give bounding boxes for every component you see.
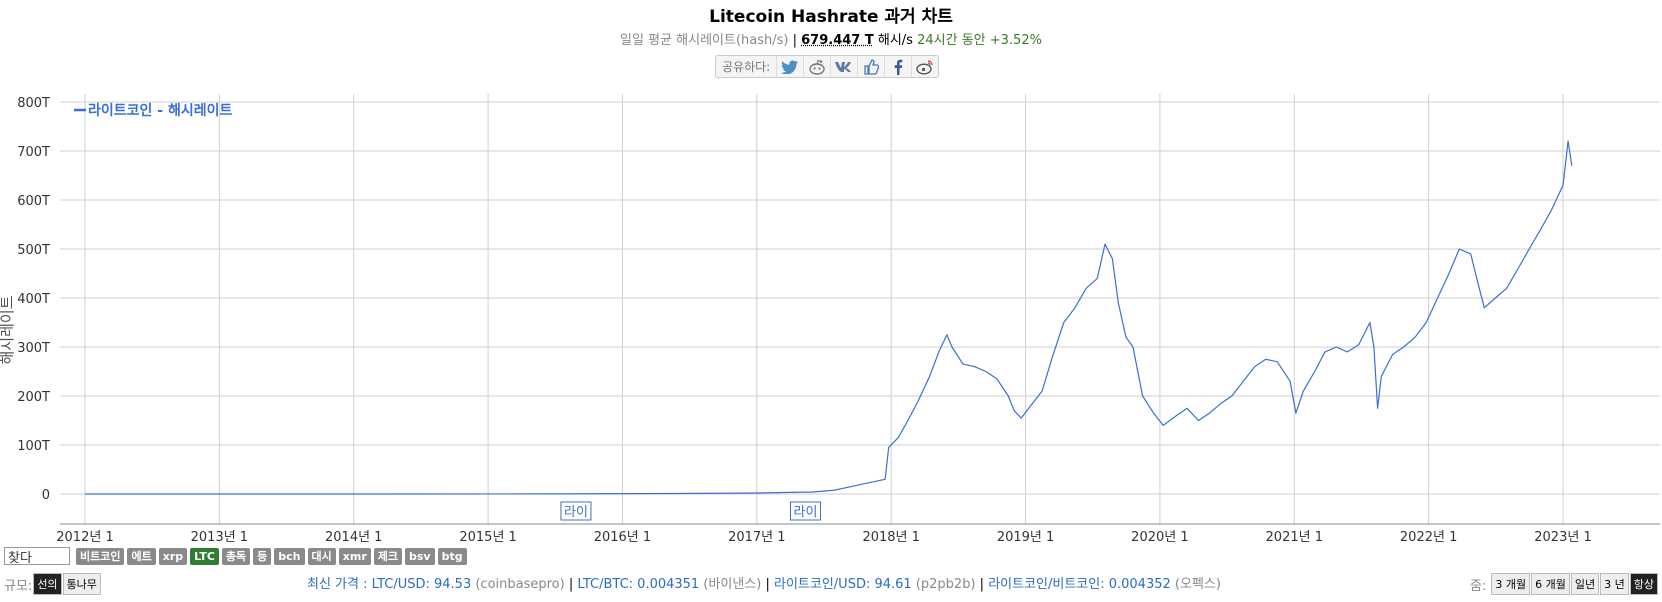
zoom-3y-button[interactable]: 3 년 — [1600, 573, 1629, 595]
subtitle-prefix: 일일 평균 해시레이트(hash/s) — [620, 33, 789, 48]
change-value: +3.52% — [989, 33, 1042, 48]
plot-area — [60, 94, 1660, 524]
coin-button[interactable]: 총독 — [221, 547, 251, 565]
scale-log-button[interactable]: 통나무 — [62, 573, 101, 595]
x-tick-label: 2020년 1 — [1131, 530, 1188, 545]
share-bar: 공유하다: — [715, 55, 940, 78]
x-tick-label: 2016년 1 — [594, 530, 651, 545]
price-label[interactable]: LTC/BTC: 0.004351 — [577, 577, 700, 592]
annotation-label: 라이 — [794, 505, 818, 520]
zoom-3m-button[interactable]: 3 개월 — [1491, 573, 1531, 595]
current-hashrate-unit: 해시/s — [877, 33, 913, 48]
latest-prices: 최신 가격 : LTC/USD: 94.53 (coinbasepro) | L… — [307, 577, 1221, 592]
y-tick-label: 200T — [17, 390, 50, 405]
y-tick-label: 600T — [17, 194, 50, 209]
chart-annotations: 라이 라이 — [560, 501, 822, 521]
coin-button[interactable]: 제크 — [373, 547, 402, 565]
price-label[interactable]: 라이트코인/비트코인: 0.004352 — [988, 577, 1171, 592]
zoom-control: 줌: 3 개월 6 개월 일년 3 년 항상 — [1470, 573, 1658, 595]
like-icon[interactable] — [858, 56, 886, 77]
annotation-label: 라이 — [564, 505, 588, 520]
zoom-6m-button[interactable]: 6 개월 — [1531, 573, 1570, 595]
coin-button[interactable]: bch — [274, 547, 305, 565]
annotation-flag[interactable] — [560, 501, 592, 521]
y-tick-label: 0 — [42, 488, 50, 503]
coin-selector-bar: 찾다 비트코인 에트 xrp LTC 총독 등 bch 대시 xmr 제크 bs… — [4, 546, 470, 566]
zoom-1y-button[interactable]: 일년 — [1570, 573, 1600, 595]
y-tick-label: 300T — [17, 341, 50, 356]
y-tick-label: 800T — [17, 96, 50, 111]
price-label[interactable]: 라이트코인/USD: 94.61 — [774, 577, 912, 592]
zoom-all-button[interactable]: 항상 — [1629, 573, 1658, 595]
x-tick-label: 2013년 1 — [191, 530, 248, 545]
coin-button[interactable]: 에트 — [127, 547, 156, 565]
x-tick-label: 2018년 1 — [862, 530, 919, 545]
coin-button[interactable]: btg — [437, 547, 467, 565]
scale-control: 규모: 선의 통나무 — [4, 573, 101, 595]
vk-icon[interactable] — [831, 56, 859, 77]
y-tick-label: 500T — [17, 243, 50, 258]
scale-label: 규모: — [4, 578, 33, 594]
series-line-hashrate — [85, 140, 1573, 495]
page-title: Litecoin Hashrate 과거 차트 — [709, 7, 953, 27]
price-source: (오펙스) — [1174, 577, 1221, 592]
gridlines — [60, 94, 1660, 524]
price-source: (coinbasepro) — [475, 577, 565, 592]
x-tick-label: 2015년 1 — [459, 530, 516, 545]
legend[interactable]: 라이트코인 - 해시레이트 — [74, 102, 232, 119]
x-tick-label: 2012년 1 — [56, 530, 113, 545]
twitter-icon[interactable] — [777, 56, 805, 77]
y-tick-label: 400T — [17, 292, 50, 307]
x-tick-label: 2022년 1 — [1400, 530, 1457, 545]
y-tick-label: 100T — [17, 439, 50, 454]
coin-button[interactable]: 대시 — [307, 547, 336, 565]
change-label: 24시간 동안 — [917, 33, 986, 48]
coin-button[interactable]: xrp — [158, 547, 188, 565]
reddit-icon[interactable] — [804, 56, 832, 77]
coin-button[interactable]: xmr — [338, 547, 371, 565]
annotation-flag[interactable] — [790, 501, 822, 521]
y-tick-label: 700T — [17, 145, 50, 160]
x-tick-label: 2023년 1 — [1534, 530, 1591, 545]
price-label[interactable]: 최신 가격 : LTC/USD: 94.53 — [307, 577, 472, 592]
x-tick-label: 2014년 1 — [325, 530, 382, 545]
weibo-icon[interactable] — [912, 56, 938, 77]
search-input[interactable]: 찾다 — [4, 547, 70, 566]
zoom-label: 줌: — [1470, 578, 1487, 594]
x-tick-label: 2019년 1 — [997, 530, 1054, 545]
y-axis-ticks: 0 100T 200T 300T 400T 500T 600T 700T 800T — [17, 96, 50, 503]
y-axis-label: 해시레이트 — [0, 295, 16, 364]
x-tick-label: 2017년 1 — [728, 530, 785, 545]
coin-button[interactable]: bsv — [405, 547, 435, 565]
scale-linear-button[interactable]: 선의 — [33, 573, 62, 595]
x-tick-label: 2021년 1 — [1266, 530, 1323, 545]
coin-button[interactable]: 등 — [253, 547, 272, 565]
coin-button[interactable]: 비트코인 — [76, 547, 125, 565]
share-label: 공유하다: — [716, 56, 778, 77]
hashrate-subtitle: 일일 평균 해시레이트(hash/s) | 679.447 T 해시/s 24시… — [620, 33, 1042, 48]
facebook-icon[interactable] — [885, 56, 913, 77]
x-axis-ticks: 2012년 1 2013년 1 2014년 1 2015년 1 2016년 1 2017년… — [56, 530, 1591, 545]
price-source: (p2pb2b) — [915, 577, 976, 592]
hashrate-chart: 0 100T 200T 300T 400T 500T 600T 700T 800T 2012년 … — [0, 94, 1660, 545]
price-source: (바이낸스) — [703, 577, 762, 592]
legend-label: 라이트코인 - 해시레이트 — [88, 102, 232, 119]
coin-button-active[interactable]: LTC — [190, 547, 219, 565]
current-hashrate: 679.447 T — [801, 33, 874, 48]
